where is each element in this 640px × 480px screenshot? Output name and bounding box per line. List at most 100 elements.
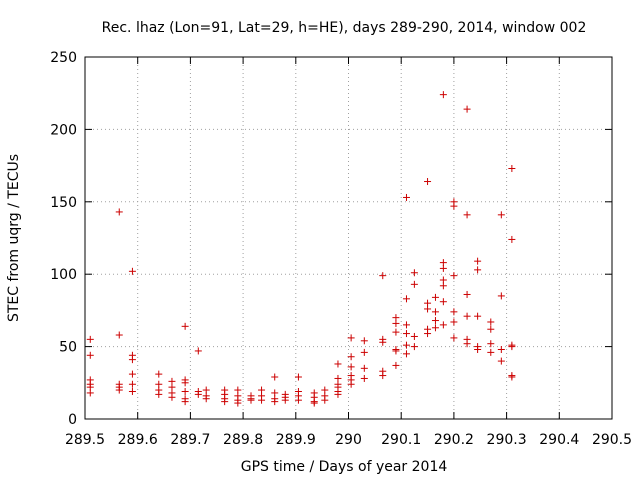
- data-point: [508, 373, 516, 381]
- data-point: [497, 292, 505, 300]
- data-point: [402, 193, 410, 201]
- data-point: [474, 312, 482, 320]
- data-point: [450, 272, 458, 280]
- y-tick-labels: 0 50 100 150 200 250: [50, 50, 77, 428]
- data-point: [424, 178, 432, 186]
- data-point: [431, 324, 439, 332]
- x-tick-label: 290.4: [539, 432, 579, 448]
- data-point: [234, 399, 242, 407]
- x-tick-labels: 289.5 289.6 289.7 289.8 289.9 290 290.1 290.2 29…: [65, 432, 632, 448]
- data-point: [128, 356, 136, 364]
- data-point: [508, 235, 516, 243]
- data-point: [86, 335, 94, 343]
- data-point: [86, 389, 94, 397]
- y-tick-label: 100: [50, 267, 77, 283]
- data-point: [392, 328, 400, 336]
- data-point: [424, 305, 432, 313]
- data-point: [487, 325, 495, 333]
- x-tick-label: 289.8: [223, 432, 263, 448]
- data-point: [474, 257, 482, 265]
- data-point: [450, 318, 458, 326]
- data-point: [402, 341, 410, 349]
- data-point: [392, 361, 400, 369]
- data-point: [310, 399, 318, 407]
- data-point: [347, 380, 355, 388]
- data-point: [497, 211, 505, 219]
- data-point: [194, 390, 202, 398]
- data-point: [474, 345, 482, 353]
- data-point: [410, 269, 418, 277]
- data-point: [439, 282, 447, 290]
- data-point: [508, 343, 516, 351]
- y-axis-label: STEC from uqrg / TECUs: [6, 154, 22, 322]
- data-point: [347, 363, 355, 371]
- data-point: [128, 370, 136, 378]
- data-point: [402, 330, 410, 338]
- data-point: [379, 272, 387, 280]
- data-point: [410, 343, 418, 351]
- data-point: [128, 380, 136, 388]
- data-point: [487, 340, 495, 348]
- data-point: [379, 372, 387, 380]
- data-point: [115, 386, 123, 394]
- data-point: [431, 308, 439, 316]
- data-point: [497, 357, 505, 365]
- x-tick-label: 290.5: [592, 432, 632, 448]
- data-point: [450, 202, 458, 210]
- data-point: [271, 373, 279, 381]
- data-point: [439, 298, 447, 306]
- data-point: [221, 398, 229, 406]
- data-point: [439, 91, 447, 99]
- data-point: [487, 348, 495, 356]
- data-point: [431, 293, 439, 301]
- data-point: [294, 396, 302, 404]
- y-tick-label: 150: [50, 195, 77, 211]
- data-point: [347, 353, 355, 361]
- data-point: [128, 267, 136, 275]
- data-point: [450, 334, 458, 342]
- data-point: [508, 164, 516, 172]
- data-point: [247, 396, 255, 404]
- x-tick-label: 289.7: [170, 432, 210, 448]
- data-point: [360, 364, 368, 372]
- x-tick-label: 290.1: [381, 432, 421, 448]
- grid-lines: [85, 57, 612, 419]
- data-point: [474, 266, 482, 274]
- x-tick-label: 289.5: [65, 432, 105, 448]
- data-point: [463, 312, 471, 320]
- data-point: [181, 398, 189, 406]
- data-point: [155, 390, 163, 398]
- data-point: [463, 105, 471, 113]
- x-tick-label: 289.9: [276, 432, 316, 448]
- x-tick-label: 290: [335, 432, 362, 448]
- data-point: [450, 308, 458, 316]
- data-point: [155, 370, 163, 378]
- data-point: [360, 348, 368, 356]
- x-tick-label: 289.6: [118, 432, 158, 448]
- data-point: [115, 208, 123, 216]
- chart-title: Rec. lhaz (Lon=91, Lat=29, h=HE), days 2…: [102, 20, 587, 36]
- data-point: [431, 317, 439, 325]
- data-point: [360, 374, 368, 382]
- data-point: [128, 387, 136, 395]
- data-point: [379, 338, 387, 346]
- data-point: [181, 322, 189, 330]
- data-point: [181, 379, 189, 387]
- data-point: [424, 330, 432, 338]
- x-axis-label: GPS time / Days of year 2014: [241, 459, 448, 475]
- data-point: [334, 390, 342, 398]
- data-point: [463, 211, 471, 219]
- data-point: [334, 360, 342, 368]
- data-point: [294, 373, 302, 381]
- data-point: [194, 347, 202, 355]
- data-point: [360, 337, 368, 345]
- data-point: [86, 351, 94, 359]
- x-tick-label: 290.2: [434, 432, 474, 448]
- data-point: [392, 319, 400, 327]
- data-point: [321, 396, 329, 404]
- data-point: [392, 347, 400, 355]
- data-point: [439, 264, 447, 272]
- data-point: [271, 398, 279, 406]
- data-point: [410, 280, 418, 288]
- data-point: [439, 321, 447, 329]
